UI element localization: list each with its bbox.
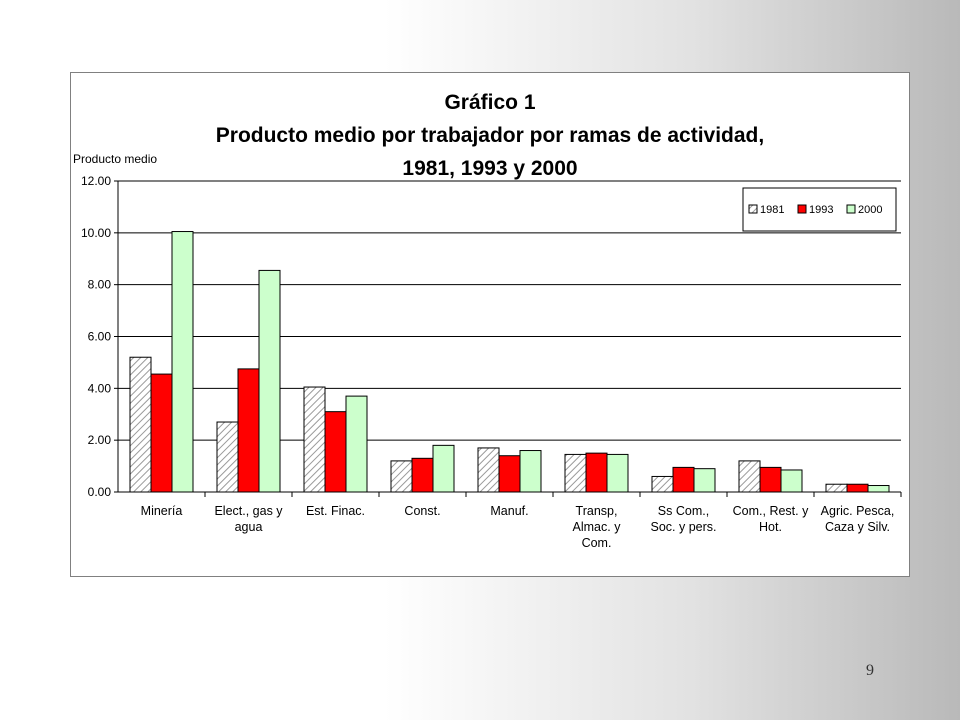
bar-2000-4	[519, 450, 542, 493]
bar-1981-5	[564, 453, 587, 493]
bar-2000-1	[258, 269, 281, 493]
x-tick-label: Const.	[404, 504, 440, 518]
y-tick-label: 0.00	[88, 485, 112, 499]
bar-1993-1	[237, 368, 260, 493]
y-tick-label: 2.00	[88, 433, 112, 447]
bar-1981-8	[825, 483, 848, 493]
x-tick-label: agua	[235, 520, 263, 534]
bar-2000-7	[780, 469, 803, 493]
chart-subtitle-years: 1981, 1993 y 2000	[402, 157, 578, 180]
chart-panel: Gráfico 1 Producto medio por trabajador …	[70, 72, 910, 577]
x-tick-label: Ss Com.,	[658, 504, 709, 518]
bar-1981-6	[651, 475, 674, 493]
bar-2000-8	[867, 485, 890, 493]
x-tick-label: Almac. y	[573, 520, 622, 534]
legend-swatch-1981	[748, 204, 758, 214]
bar-1993-6	[672, 466, 695, 493]
bar-2000-2	[345, 395, 368, 493]
y-tick-label: 6.00	[88, 330, 112, 344]
x-tick-label: Est. Finac.	[306, 504, 365, 518]
bar-chart: Producto medio 0.00 2.00 4.00 6.00 8.00 10.00 1…	[73, 152, 902, 550]
slide-number: 9	[866, 662, 874, 679]
bar-1993-8	[846, 483, 869, 493]
bar-1981-2	[303, 386, 326, 493]
x-tick-label: Minería	[141, 504, 183, 518]
bar-2000-0	[171, 231, 194, 493]
x-tick-label: Com., Rest. y	[733, 504, 809, 518]
x-tick-label: Caza y Silv.	[825, 520, 890, 534]
bar-2000-6	[693, 468, 716, 493]
y-tick-label: 8.00	[88, 278, 112, 292]
bar-1993-2	[324, 411, 347, 493]
chart-title: Gráfico 1	[444, 91, 536, 114]
bar-1993-3	[411, 457, 434, 493]
legend-box	[742, 187, 897, 232]
x-tick-label: Transp,	[576, 504, 618, 518]
y-tick-label: 4.00	[88, 381, 112, 395]
chart-subtitle: Producto medio por trabajador por ramas …	[215, 124, 765, 147]
bar-1981-4	[477, 447, 500, 493]
x-tick-label: Manuf.	[490, 504, 528, 518]
y-axis-label: Producto medio	[73, 152, 157, 166]
x-tick-label: Agric. Pesca,	[821, 504, 895, 518]
bar-1993-0	[150, 373, 173, 493]
x-tick-label: Com.	[582, 536, 612, 550]
legend-label-1993: 1993	[809, 204, 833, 216]
legend-label-1981: 1981	[760, 204, 784, 216]
x-tick-label: Soc. y pers.	[651, 520, 717, 534]
bar-2000-5	[606, 453, 629, 493]
bar-1993-5	[585, 452, 608, 493]
bar-1981-7	[738, 460, 761, 493]
legend-label-2000: 2000	[858, 204, 882, 216]
x-tick-label: Elect., gas y	[214, 504, 283, 518]
bar-1993-7	[759, 466, 782, 493]
x-tick-label: Hot.	[759, 520, 782, 534]
bar-1981-1	[216, 421, 239, 493]
bar-2000-3	[432, 444, 455, 493]
legend-swatch-1993	[797, 204, 807, 214]
y-tick-label: 12.00	[81, 174, 111, 188]
bar-1981-0	[129, 356, 152, 493]
bar-1981-3	[390, 460, 413, 493]
bar-1993-4	[498, 455, 521, 493]
y-tick-label: 10.00	[81, 226, 111, 240]
legend-swatch-2000	[846, 204, 856, 214]
